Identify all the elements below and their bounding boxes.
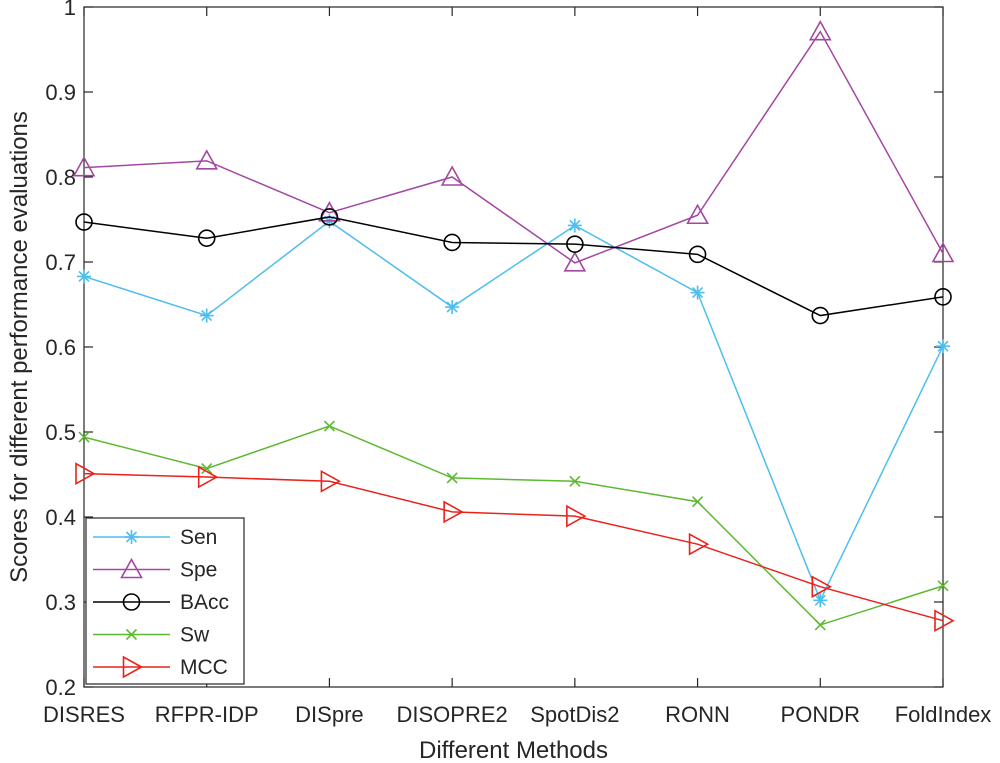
data-point-mcc	[320, 469, 342, 493]
data-point-sw	[78, 431, 90, 443]
legend-box	[85, 517, 245, 685]
data-point-sen	[936, 339, 950, 354]
data-point-spe	[440, 165, 464, 186]
data-point-sen	[77, 269, 91, 284]
x-axis-label: Different Methods	[419, 737, 608, 763]
data-point-bacc	[811, 306, 830, 325]
data-point-mcc	[934, 609, 955, 633]
x-tick-label: DISOPRE2	[397, 702, 508, 727]
series-line-bacc	[83, 216, 944, 317]
data-point-sen	[690, 285, 705, 300]
y-axis-label: Scores for different performance evaluat…	[6, 111, 33, 583]
y-tick-label: 0.2	[45, 675, 76, 700]
y-tick-label: 1	[64, 0, 76, 20]
y-tick-label: 0.7	[45, 250, 76, 275]
data-point-spe	[195, 149, 219, 170]
data-point-bacc	[75, 213, 93, 231]
data-point-sw	[446, 472, 458, 484]
x-tick-label: RFPR-IDP	[155, 702, 259, 727]
series-line-mcc	[83, 472, 944, 622]
y-tick-label: 0.5	[45, 420, 76, 445]
legend-entry-bacc: BAcc	[93, 591, 229, 614]
data-point-mcc	[75, 462, 96, 486]
data-point-bacc	[320, 208, 339, 226]
data-point-mcc	[197, 465, 219, 489]
data-point-bacc	[934, 288, 952, 306]
legend-label-sen: Sen	[180, 526, 217, 549]
legend-marker-sen	[124, 530, 139, 544]
y-tick-label: 0.9	[45, 80, 76, 105]
data-point-spe	[563, 251, 587, 272]
y-tick-label: 0.4	[45, 505, 76, 530]
legend-marker-bacc	[122, 593, 141, 611]
data-point-bacc	[443, 233, 461, 252]
series-line-sen	[83, 220, 944, 603]
data-point-spe	[931, 241, 955, 263]
legend-label-bacc: BAcc	[180, 591, 229, 614]
data-point-bacc	[566, 235, 584, 253]
data-point-sw	[692, 496, 704, 508]
data-point-mcc	[688, 532, 710, 556]
legend-entry-spe: Spe	[93, 557, 217, 582]
y-tick-label: 0.3	[45, 590, 76, 615]
legend-label-spe: Spe	[180, 559, 217, 582]
x-tick-label: DISRES	[43, 702, 125, 727]
legend-marker-sw	[125, 628, 138, 641]
data-point-sen	[813, 593, 828, 608]
legend-label-mcc: MCC	[180, 656, 228, 679]
data-point-sen	[567, 218, 582, 233]
data-point-spe	[72, 156, 96, 177]
data-point-sw	[201, 462, 213, 475]
data-point-sw	[323, 420, 335, 432]
data-point-bacc	[197, 229, 216, 247]
x-tick-label: FoldIndex	[895, 702, 992, 727]
series-line-spe	[83, 30, 944, 264]
data-point-mcc	[811, 575, 832, 599]
y-tick-label: 0.8	[45, 165, 76, 190]
y-tick-label: 0.6	[45, 335, 76, 360]
data-point-bacc	[688, 245, 707, 264]
data-point-spe	[808, 20, 832, 41]
legend-label-sw: Sw	[180, 624, 210, 647]
data-point-sen	[199, 308, 214, 323]
data-point-mcc	[566, 504, 587, 528]
legend-marker-mcc	[122, 655, 144, 679]
data-point-sen	[445, 300, 460, 315]
data-point-sw	[937, 580, 949, 592]
legend-entry-sen: Sen	[93, 526, 217, 549]
x-tick-label: PONDR	[781, 702, 860, 727]
legend-entry-mcc: MCC	[93, 655, 228, 679]
legend-entry-sw: Sw	[93, 624, 210, 647]
x-tick-label: DISpre	[295, 702, 363, 727]
data-point-mcc	[443, 500, 464, 524]
x-tick-label: RONN	[665, 702, 730, 727]
legend-marker-spe	[120, 557, 143, 579]
data-point-sw	[814, 619, 826, 631]
data-point-spe	[686, 203, 709, 225]
data-point-sw	[569, 475, 581, 487]
series-line-sw	[83, 425, 944, 626]
x-tick-label: SpotDis2	[530, 702, 619, 727]
